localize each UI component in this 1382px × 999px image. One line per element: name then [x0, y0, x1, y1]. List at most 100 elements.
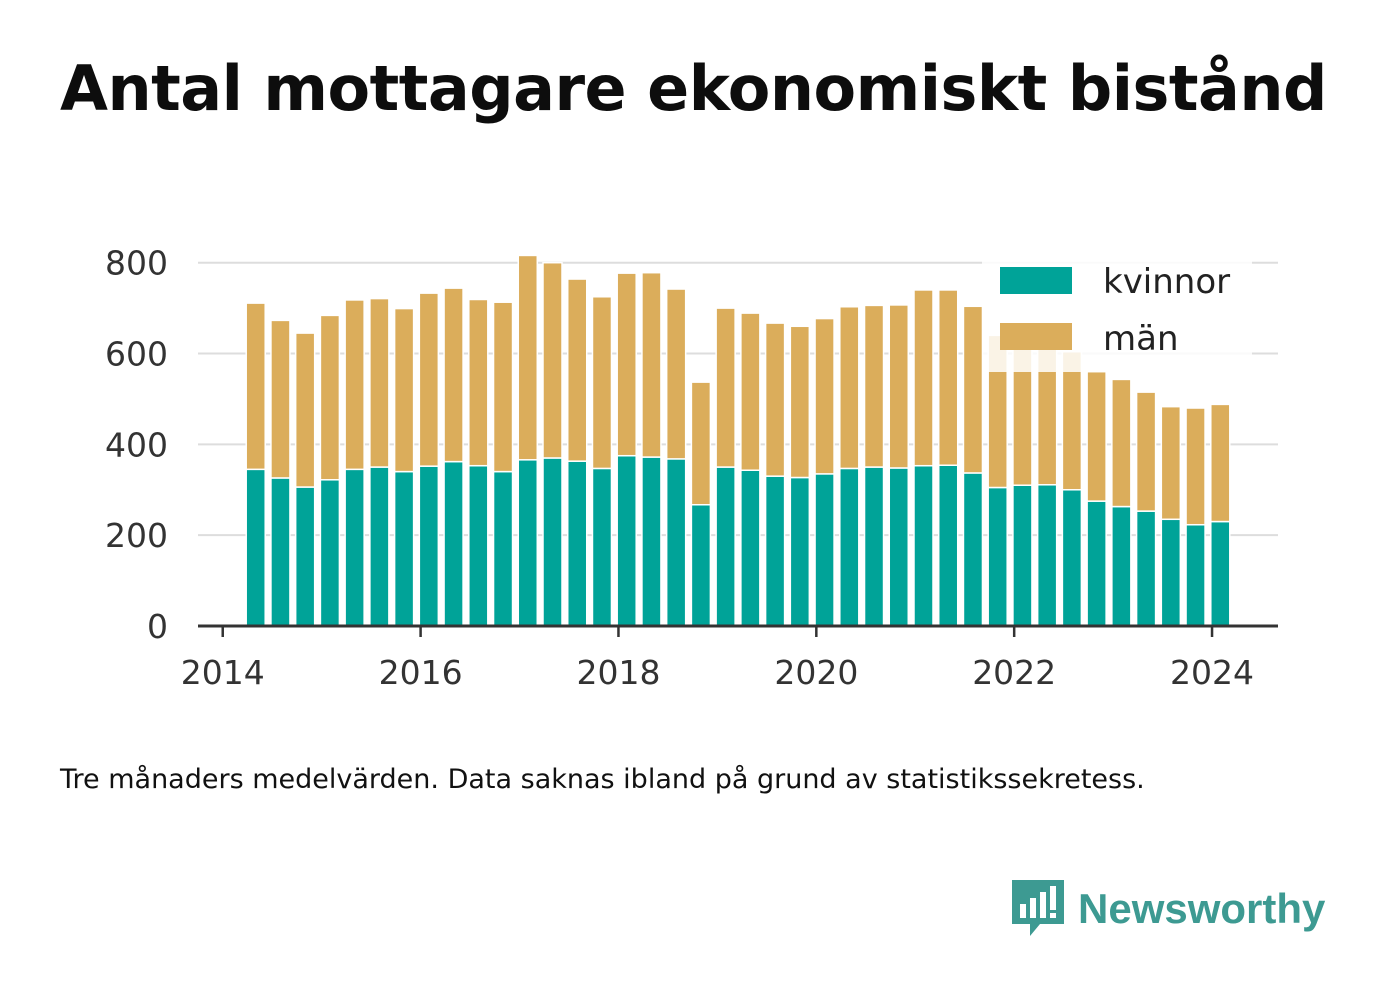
bar-man — [1111, 378, 1132, 508]
y-tick-label: 600 — [105, 335, 168, 374]
bar-man — [641, 271, 662, 458]
bar-man — [393, 307, 415, 473]
bar-man — [690, 381, 712, 506]
bar-man — [542, 261, 563, 459]
bar-man — [1086, 370, 1107, 502]
bar-man — [591, 296, 613, 470]
bar-man — [468, 298, 489, 467]
bar-kvinnor — [937, 464, 959, 627]
bar-kvinnor — [393, 470, 415, 627]
bar-kvinnor — [814, 473, 835, 627]
legend: kvinnor män — [982, 254, 1252, 372]
bar-man — [344, 299, 365, 471]
bar-man — [294, 332, 316, 488]
bar-kvinnor — [740, 469, 761, 627]
bar-kvinnor — [616, 454, 637, 627]
bar-kvinnor — [1185, 523, 1206, 627]
chart-title: Antal mottagare ekonomiskt bistånd — [60, 52, 1327, 125]
bar-kvinnor — [962, 472, 984, 627]
bar-kvinnor — [319, 479, 341, 627]
bar-man — [839, 306, 860, 470]
bar-man — [616, 272, 637, 457]
bar-kvinnor — [542, 457, 563, 627]
bar-kvinnor — [344, 468, 365, 627]
y-tick-label: 0 — [147, 607, 168, 646]
bar-man — [1061, 350, 1083, 491]
bar-man — [1210, 403, 1231, 523]
bar-kvinnor — [294, 486, 316, 627]
bar-man — [319, 314, 341, 481]
bar-kvinnor — [1061, 489, 1083, 627]
bar-kvinnor — [987, 486, 1008, 627]
bar-man — [1185, 407, 1206, 526]
bar-kvinnor — [566, 460, 588, 627]
bar-kvinnor — [839, 467, 860, 627]
bar-man — [814, 317, 835, 475]
y-tick-label: 800 — [105, 244, 168, 283]
bar-man — [1135, 391, 1157, 512]
newsworthy-logo-icon — [1012, 880, 1064, 936]
bar-man — [740, 312, 761, 471]
bar-kvinnor — [690, 504, 712, 627]
x-axis: 2014 2016 2018 2020 2022 2024 — [181, 624, 1278, 692]
bar-kvinnor — [492, 470, 514, 627]
x-tick-label: 2022 — [972, 653, 1056, 692]
bar-man — [369, 297, 390, 468]
bar-kvinnor — [715, 466, 736, 627]
bar-kvinnor — [1135, 510, 1157, 627]
bar-kvinnor — [665, 458, 687, 627]
chart: 2014 2016 2018 2020 2022 2024 0 200 400 600 800 k… — [105, 244, 1278, 692]
y-axis: 0 200 400 600 800 — [105, 244, 168, 646]
bar-man — [715, 307, 736, 468]
y-tick-label: 200 — [105, 516, 168, 555]
x-tick-label: 2016 — [379, 653, 463, 692]
y-tick-label: 400 — [105, 425, 168, 464]
bar-kvinnor — [443, 460, 464, 627]
bar-kvinnor — [1160, 518, 1182, 627]
bar-kvinnor — [764, 475, 786, 627]
bar-man — [270, 319, 291, 479]
bar-kvinnor — [1210, 520, 1231, 627]
bar-kvinnor — [468, 464, 489, 627]
bar-man — [418, 292, 440, 467]
bar-man — [1160, 405, 1182, 521]
bar-kvinnor — [591, 467, 613, 627]
legend-swatch-man — [1000, 323, 1072, 350]
bar-man — [566, 278, 588, 462]
bar-man — [764, 322, 786, 477]
bar-man — [913, 289, 934, 467]
bar-kvinnor — [1036, 484, 1058, 627]
bar-man — [962, 305, 984, 474]
legend-label-man: män — [1103, 319, 1179, 359]
bar-kvinnor — [888, 467, 910, 627]
bar-man — [245, 302, 266, 471]
x-tick-label: 2018 — [576, 653, 660, 692]
bar-kvinnor — [789, 476, 811, 627]
bar-kvinnor — [913, 464, 934, 627]
x-tick-label: 2024 — [1170, 653, 1254, 692]
bar-man — [492, 301, 514, 473]
bar-kvinnor — [863, 466, 885, 627]
chart-caption: Tre månaders medelvärden. Data saknas ib… — [60, 764, 1145, 795]
bar-kvinnor — [641, 456, 662, 627]
bar-man — [937, 289, 959, 466]
bar-kvinnor — [245, 468, 266, 627]
bar-man — [517, 254, 539, 461]
bar-kvinnor — [418, 465, 440, 627]
bar-kvinnor — [517, 459, 539, 627]
brand: Newsworthy — [1010, 878, 1325, 940]
bar-man — [789, 325, 811, 479]
bar-kvinnor — [1111, 505, 1132, 627]
bar-kvinnor — [369, 466, 390, 627]
legend-label-kvinnor: kvinnor — [1103, 262, 1230, 302]
bar-kvinnor — [1086, 500, 1107, 627]
bar-kvinnor — [270, 477, 291, 627]
bar-kvinnor — [1012, 484, 1033, 627]
x-tick-label: 2020 — [774, 653, 858, 692]
bar-man — [863, 304, 885, 468]
bar-man — [443, 287, 464, 463]
bar-man — [888, 304, 910, 469]
brand-name: Newsworthy — [1078, 885, 1326, 932]
x-tick-label: 2014 — [181, 653, 265, 692]
legend-swatch-kvinnor — [1000, 267, 1072, 294]
